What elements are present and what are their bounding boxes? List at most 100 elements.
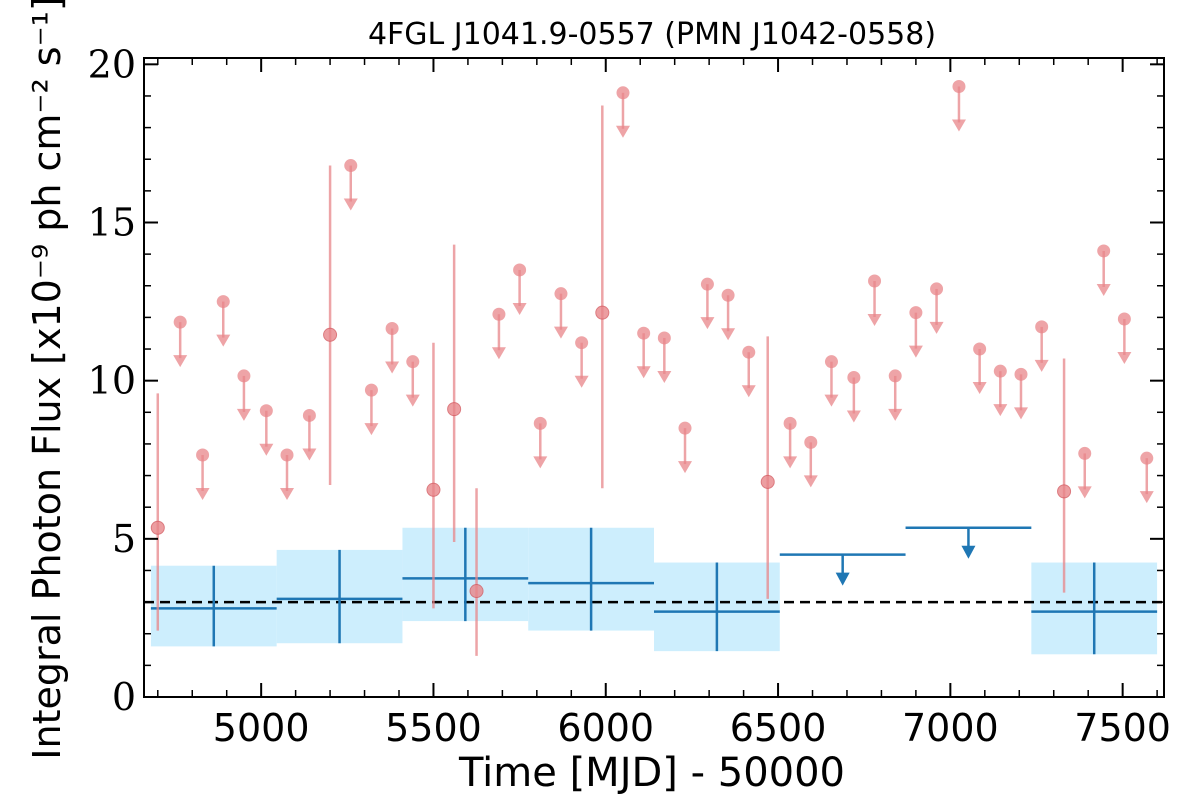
fine-bin-upper-limit-39 [1139, 451, 1154, 504]
fine-bin-upper-limit-33 [993, 364, 1008, 417]
fine-limit-marker [259, 404, 273, 418]
fine-bin-point-0 [150, 393, 165, 631]
fine-bin-upper-limit-6 [302, 408, 317, 461]
fine-bin-upper-limit-34 [1013, 367, 1028, 420]
y-tick-label: 0 [112, 675, 136, 719]
fine-bin-upper-limit-2 [216, 295, 231, 347]
fine-limit-arrow [824, 394, 839, 407]
fine-bin-upper-limit-13 [533, 416, 548, 469]
fine-limit-marker [1117, 312, 1131, 326]
fine-limit-arrow [280, 488, 295, 501]
fine-limit-arrow [636, 366, 651, 379]
fine-bin-upper-limit-18 [657, 331, 672, 383]
fine-limit-marker [678, 421, 692, 435]
fine-limit-marker [554, 287, 568, 301]
fine-limit-marker [616, 86, 630, 100]
coarse-limit-arrow [835, 572, 850, 586]
fine-bin-point-4 [469, 488, 484, 656]
fine-bin-point-7 [1057, 358, 1072, 593]
coarse-bin-point-5 [1031, 562, 1158, 655]
fine-limit-marker [700, 277, 714, 291]
y-tick-label: 15 [88, 200, 136, 244]
x-tick-label: 6500 [730, 706, 827, 750]
fine-limit-arrow [491, 347, 506, 360]
fine-limit-marker [302, 408, 316, 422]
fine-bin-upper-limit-38 [1117, 312, 1132, 364]
fine-bin-upper-limit-7 [343, 159, 358, 211]
fine-limit-marker [1140, 451, 1154, 465]
fine-bin-upper-limit-12 [512, 263, 527, 315]
x-tick-label: 7000 [902, 706, 999, 750]
fine-limit-arrow [993, 404, 1008, 417]
fine-limit-arrow [533, 456, 548, 469]
fine-bin-point-1 [323, 165, 338, 486]
fine-limit-marker [804, 435, 818, 449]
fine-limit-marker [173, 315, 187, 329]
fine-bin-upper-limit-29 [908, 306, 923, 358]
fine-limit-marker [742, 345, 756, 359]
fine-limit-arrow [1077, 486, 1092, 499]
fine-limit-arrow [929, 321, 944, 334]
fine-bin-point-3 [447, 244, 462, 542]
fine-bin-upper-limit-36 [1077, 446, 1092, 499]
fine-limit-marker [993, 364, 1007, 378]
fine-limit-arrow [908, 345, 923, 358]
fine-limit-marker [237, 369, 251, 383]
fine-limit-arrow [678, 461, 693, 474]
fine-limit-arrow [867, 314, 882, 327]
fine-limit-marker [1097, 244, 1111, 258]
fine-limit-marker [1078, 446, 1092, 460]
fine-limit-marker [492, 307, 506, 321]
fine-bin-upper-limit-10 [405, 355, 420, 407]
plot-area: 5000 5500 6000 6500 7000 7500 0 5 10 15 20 [88, 42, 1171, 750]
plot-frame [143, 57, 1165, 698]
fine-bin-marker [426, 482, 441, 497]
fine-bin-upper-limit-26 [846, 371, 861, 423]
fine-limit-arrow [1139, 491, 1154, 504]
y-tick-label: 5 [112, 517, 136, 561]
fine-bin-upper-limit-35 [1034, 320, 1049, 372]
x-tick-label: 7500 [1074, 706, 1171, 750]
fine-limit-arrow [574, 375, 589, 388]
fine-limit-marker [364, 383, 378, 397]
fine-limit-arrow [972, 382, 987, 395]
fine-limit-arrow [364, 423, 379, 436]
fine-limit-marker [533, 416, 547, 430]
fine-limit-marker [868, 274, 882, 288]
fine-limit-marker [385, 321, 399, 335]
fine-limit-arrow [553, 326, 568, 339]
fine-bin-point-5 [595, 105, 610, 489]
fine-bin-marker [760, 474, 775, 489]
y-axis-label: Integral Photon Flux [x10⁻⁹ ph cm⁻² s⁻¹] [25, 0, 69, 760]
fine-limit-marker [1035, 320, 1049, 334]
fine-limit-arrow [173, 355, 188, 368]
fine-limit-arrow [700, 317, 715, 330]
fine-bin-upper-limit-24 [803, 435, 818, 488]
fine-bin-upper-limit-9 [385, 321, 400, 374]
coarse-bin-point-0 [150, 565, 277, 647]
fine-limit-arrow [1096, 283, 1111, 296]
fine-limit-marker [575, 336, 589, 350]
fine-limit-arrow [302, 448, 317, 461]
fine-limit-arrow [721, 328, 736, 341]
fine-limit-arrow [657, 370, 672, 383]
fine-limit-arrow [615, 125, 630, 138]
chart-title: 4FGL J1041.9-0557 (PMN J1042-0558) [368, 17, 936, 52]
fine-limit-marker [783, 416, 797, 430]
x-axis-label: Time [MJD] - 50000 [458, 750, 845, 796]
fine-limit-marker [406, 355, 420, 369]
fine-limit-marker [637, 326, 651, 340]
fine-bin-upper-limit-22 [741, 345, 756, 398]
y-tick-label: 10 [88, 359, 136, 403]
fine-limit-marker [888, 369, 902, 383]
fine-bin-upper-limit-23 [783, 416, 798, 469]
fine-limit-marker [847, 371, 861, 384]
fine-bin-upper-limit-28 [888, 369, 903, 421]
fine-limit-arrow [803, 475, 818, 488]
fine-bin-upper-limit-8 [364, 383, 379, 436]
fine-limit-marker [952, 79, 966, 93]
fine-bin-upper-limit-0 [173, 315, 188, 368]
fine-bin-upper-limit-37 [1096, 244, 1111, 296]
fine-bin-upper-limit-30 [929, 282, 944, 334]
